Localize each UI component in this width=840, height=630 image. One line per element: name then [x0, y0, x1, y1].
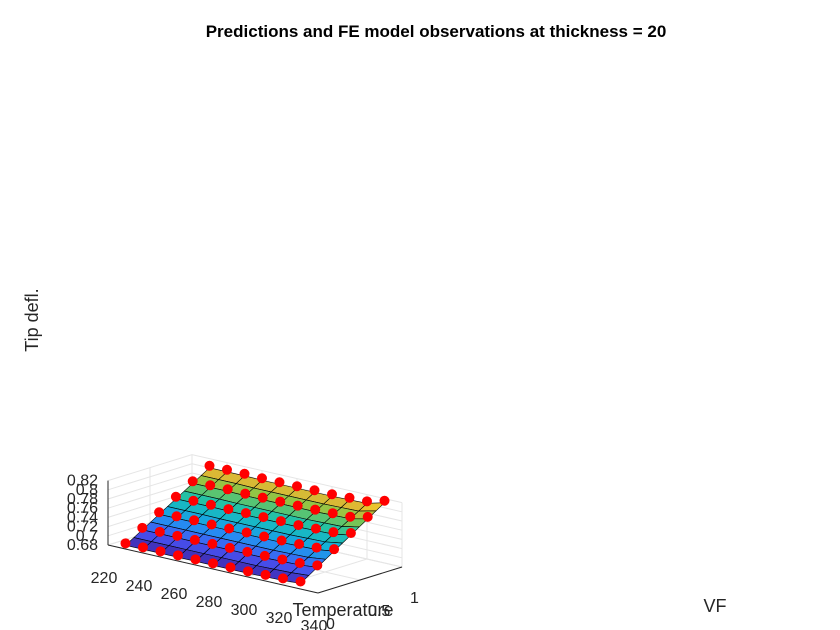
observation-point	[222, 464, 232, 475]
z-tick-label: 0.72	[67, 519, 98, 536]
x-tick-label: 300	[231, 602, 258, 619]
observation-point	[170, 491, 181, 502]
observation-point	[327, 508, 338, 519]
observation-points	[120, 460, 390, 587]
observation-point	[362, 496, 372, 507]
observation-point	[241, 527, 252, 538]
observation-point	[274, 477, 285, 488]
observation-point	[278, 573, 288, 584]
observation-point	[327, 489, 337, 500]
y-tick-label: 1	[410, 590, 419, 607]
observation-point	[311, 542, 322, 553]
z-axis-label: Tip defl.	[22, 288, 42, 351]
x-axis-label: Temperature	[292, 600, 393, 620]
observation-point	[294, 557, 305, 568]
observation-point	[258, 512, 269, 523]
observation-point	[190, 554, 201, 565]
observation-point	[345, 528, 356, 539]
z-tick-label: 0.74	[67, 509, 98, 526]
y-tick-label: 0.5	[368, 603, 390, 620]
observation-point	[344, 492, 355, 503]
observation-point	[240, 508, 251, 519]
observation-point	[292, 500, 303, 511]
observation-point	[154, 526, 165, 537]
observation-point	[173, 550, 183, 561]
observation-point	[243, 566, 253, 577]
observation-point	[225, 562, 236, 573]
observation-point	[240, 488, 251, 499]
x-axis-line	[107, 544, 319, 594]
observation-point	[257, 473, 267, 484]
observation-point	[362, 511, 373, 522]
observation-point	[172, 530, 183, 541]
x-tick-label: 220	[91, 570, 118, 587]
observation-point	[171, 511, 182, 522]
observation-point	[275, 496, 286, 507]
y-axis-line	[317, 566, 403, 594]
observation-point	[294, 539, 305, 550]
observation-point	[310, 504, 321, 515]
observation-point	[188, 495, 199, 506]
observation-point	[312, 560, 323, 571]
observation-point	[207, 538, 218, 549]
observation-point	[206, 519, 217, 530]
z-tick-label: 0.78	[67, 491, 98, 508]
x-tick-label: 240	[126, 578, 153, 595]
y-axis-label: VF	[703, 596, 726, 616]
observation-point	[137, 522, 148, 533]
observation-point	[275, 516, 286, 527]
observation-point	[120, 538, 131, 549]
observation-point	[309, 485, 320, 496]
observation-point	[310, 523, 321, 534]
observation-point	[138, 542, 148, 553]
axes	[107, 480, 403, 594]
observation-point	[276, 535, 287, 546]
observation-point	[222, 484, 233, 495]
observation-point	[260, 569, 271, 580]
observation-point	[205, 480, 216, 491]
observation-point	[154, 507, 165, 518]
observation-point	[257, 492, 268, 503]
observation-point	[189, 534, 200, 545]
observation-point	[328, 527, 339, 538]
observation-point	[239, 468, 250, 479]
z-tick-label: 0.76	[67, 500, 98, 517]
observation-point	[223, 504, 234, 515]
observation-point	[277, 554, 288, 565]
x-tick-label: 320	[266, 610, 293, 627]
observation-point	[189, 515, 200, 526]
observation-point	[205, 499, 216, 510]
observation-point	[379, 495, 390, 506]
z-tick-label: 0.7	[76, 528, 98, 545]
tick-labels: 0.680.70.720.740.760.780.80.82 220 240 260 2…	[67, 473, 419, 630]
observation-point	[155, 546, 166, 557]
x-tick-label: 340	[301, 618, 328, 630]
observation-point	[242, 546, 253, 557]
observation-point	[259, 550, 270, 561]
observation-point	[208, 558, 218, 569]
observation-point	[259, 531, 270, 542]
observation-point	[204, 460, 215, 471]
x-tick-label: 260	[161, 586, 188, 603]
z-tick-label: 0.68	[67, 537, 98, 554]
observation-point	[293, 520, 304, 531]
observation-point	[292, 481, 302, 492]
observation-point	[224, 523, 235, 534]
chart-title: Predictions and FE model observations at…	[206, 22, 667, 41]
y-tick-label: 0	[326, 616, 335, 630]
observation-point	[187, 476, 198, 487]
observation-point	[329, 544, 340, 555]
observation-point	[345, 511, 356, 522]
z-tick-label: 0.8	[76, 482, 98, 499]
prediction-surface	[125, 467, 385, 584]
observation-point	[224, 542, 235, 553]
x-tick-label: 280	[196, 594, 223, 611]
observation-point	[295, 576, 306, 587]
z-tick-label: 0.82	[67, 473, 98, 490]
